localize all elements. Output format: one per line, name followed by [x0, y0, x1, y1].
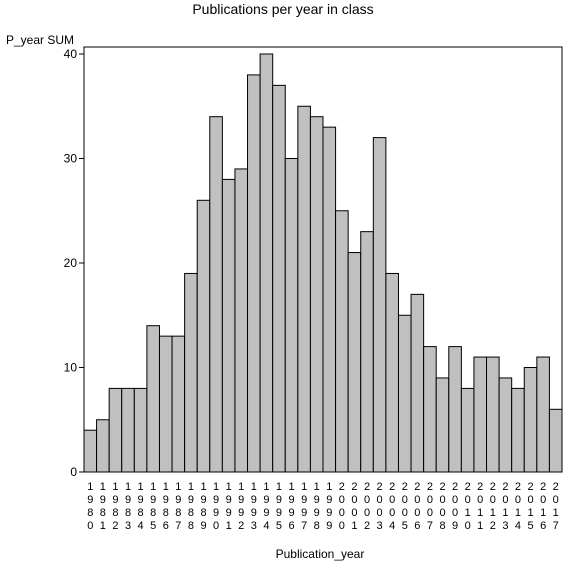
- bar-2012: [486, 356, 500, 473]
- bar-1999: [322, 126, 337, 473]
- bar-2000: [335, 210, 349, 473]
- bar-1980: [83, 429, 98, 473]
- bar-2013: [498, 377, 513, 473]
- x-axis-label: Publication_year: [276, 547, 365, 561]
- y-axis-ticks: 0 10 20 30 40: [64, 47, 84, 479]
- bar-2015: [523, 367, 538, 473]
- bar-2006: [410, 293, 425, 473]
- bar-2005: [397, 314, 412, 473]
- bar-2007: [423, 346, 437, 473]
- bar-1998: [309, 116, 324, 473]
- bar-1982: [108, 387, 123, 473]
- bar-1983: [121, 387, 135, 473]
- x-axis-tick-labels: 1 9 8 0 1 9 8 1 1 9 8 2 1 9 8 3 1 9 8 4 1 9 8 5 1 9 8 6 1 9 8 7 1 9 8 8 1 9 8 9…: [87, 481, 559, 532]
- y-tick-label: 10: [64, 361, 78, 375]
- y-tick-label: 30: [64, 152, 78, 166]
- bar-1985: [146, 325, 160, 473]
- bar-2003: [372, 137, 387, 473]
- bar-1991: [221, 178, 236, 473]
- y-tick-label: 0: [70, 465, 77, 479]
- bar-1986: [158, 335, 173, 473]
- bar-2004: [385, 272, 399, 473]
- bar-2016: [536, 356, 550, 473]
- bar-1996: [284, 158, 299, 473]
- bar-1993: [247, 74, 261, 473]
- bar-1995: [272, 84, 286, 473]
- bar-2017: [548, 408, 563, 473]
- y-tick-label: 20: [64, 256, 78, 270]
- bar-1994: [259, 53, 274, 473]
- plot-frame: [83, 46, 563, 473]
- chart-title: Publications per year in class: [192, 1, 373, 17]
- bar-1987: [171, 335, 186, 473]
- y-tick-label: 40: [64, 47, 78, 61]
- bar-1992: [234, 168, 249, 473]
- bar-1981: [96, 419, 110, 473]
- bar-2014: [511, 387, 525, 473]
- bar-1990: [209, 116, 223, 473]
- bar-1997: [297, 105, 311, 473]
- bar-1989: [196, 199, 211, 473]
- bar-1984: [133, 387, 148, 473]
- bar-2010: [460, 387, 475, 473]
- bar-2008: [435, 377, 450, 473]
- y-axis-label: P_year SUM: [6, 33, 74, 47]
- bar-2009: [448, 346, 462, 473]
- bar-2011: [473, 356, 488, 473]
- bar-2002: [360, 231, 374, 473]
- bar-1988: [184, 272, 198, 473]
- bars: [83, 53, 563, 473]
- bar-2001: [347, 252, 362, 473]
